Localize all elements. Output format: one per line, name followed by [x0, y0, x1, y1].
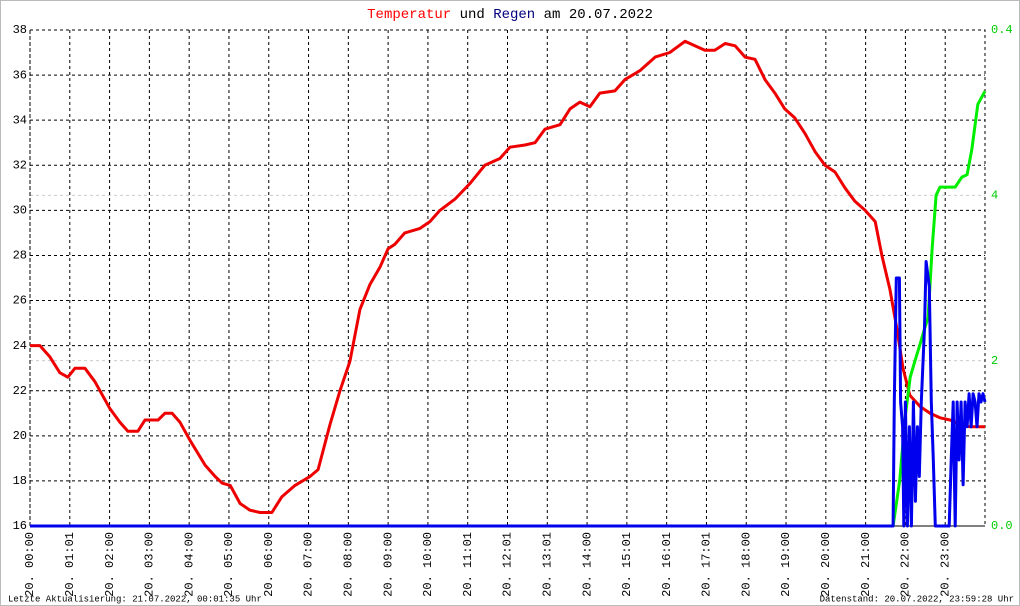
y-tick-label: 38 [13, 23, 27, 37]
y2-tick-label: 2 [991, 354, 998, 368]
x-tick-label: 20. 13:01 [540, 532, 554, 597]
x-tick-label: 20. 21:00 [859, 532, 873, 597]
x-tick-label: 20. 03:00 [143, 532, 157, 597]
x-tick-label: 20. 19:00 [779, 532, 793, 597]
x-tick-label: 20. 12:01 [501, 532, 515, 597]
y-tick-label: 30 [13, 204, 27, 218]
data-line [30, 260, 987, 528]
title-part: am 20.07.2022 [544, 7, 653, 23]
data-line [891, 90, 987, 527]
x-tick-label: 20. 15:01 [620, 532, 634, 597]
chart-title: Temperatur und Regen am 20.07.2022 [367, 7, 653, 23]
title-part: Regen [493, 7, 535, 23]
x-tick-label: 20. 20:00 [819, 532, 833, 597]
y-tick-label: 32 [13, 158, 27, 172]
x-tick-label: 20. 01:01 [63, 532, 77, 597]
x-tick-label: 20. 04:00 [182, 532, 196, 597]
y-tick-label: 20 [13, 429, 27, 443]
footer-left: Letzte Aktualisierung: 21.07.2022, 00:01… [8, 594, 262, 604]
x-tick-label: 20. 23:00 [938, 532, 952, 597]
x-tick-label: 20. 16:01 [660, 532, 674, 597]
y2-tick-label: 4 [991, 189, 998, 203]
data-line [30, 39, 985, 514]
x-tick-label: 20. 00:00 [23, 532, 37, 597]
footer-right: Datenstand: 20.07.2022, 23:59:28 Uhr [820, 594, 1014, 604]
y-tick-label: 22 [13, 384, 27, 398]
x-tick-label: 20. 18:00 [739, 532, 753, 597]
x-tick-label: 20. 09:00 [381, 532, 395, 597]
x-tick-label: 20. 02:00 [103, 532, 117, 597]
y-tick-label: 18 [13, 474, 27, 488]
x-tick-label: 20. 08:00 [342, 532, 356, 597]
y-tick-label: 24 [13, 339, 27, 353]
y-tick-label: 28 [13, 249, 27, 263]
title-part: Temperatur [367, 7, 451, 23]
y-tick-label: 16 [13, 519, 27, 533]
y-tick-label: 26 [13, 294, 27, 308]
x-tick-label: 20. 14:00 [580, 532, 594, 597]
x-tick-label: 20. 06:00 [262, 532, 276, 597]
x-tick-label: 20. 22:00 [899, 532, 913, 597]
x-tick-label: 20. 17:01 [700, 532, 714, 597]
y2-tick-label: 0.0 [991, 519, 1013, 533]
y2-tick-label: 0.4 [991, 23, 1013, 37]
x-tick-label: 20. 10:00 [421, 532, 435, 597]
x-tick-label: 20. 07:00 [302, 532, 316, 597]
y-tick-label: 34 [13, 113, 27, 127]
title-part: und [460, 7, 485, 23]
y-tick-label: 36 [13, 68, 27, 82]
x-tick-label: 20. 05:00 [222, 532, 236, 597]
x-tick-label: 20. 11:01 [461, 532, 475, 597]
